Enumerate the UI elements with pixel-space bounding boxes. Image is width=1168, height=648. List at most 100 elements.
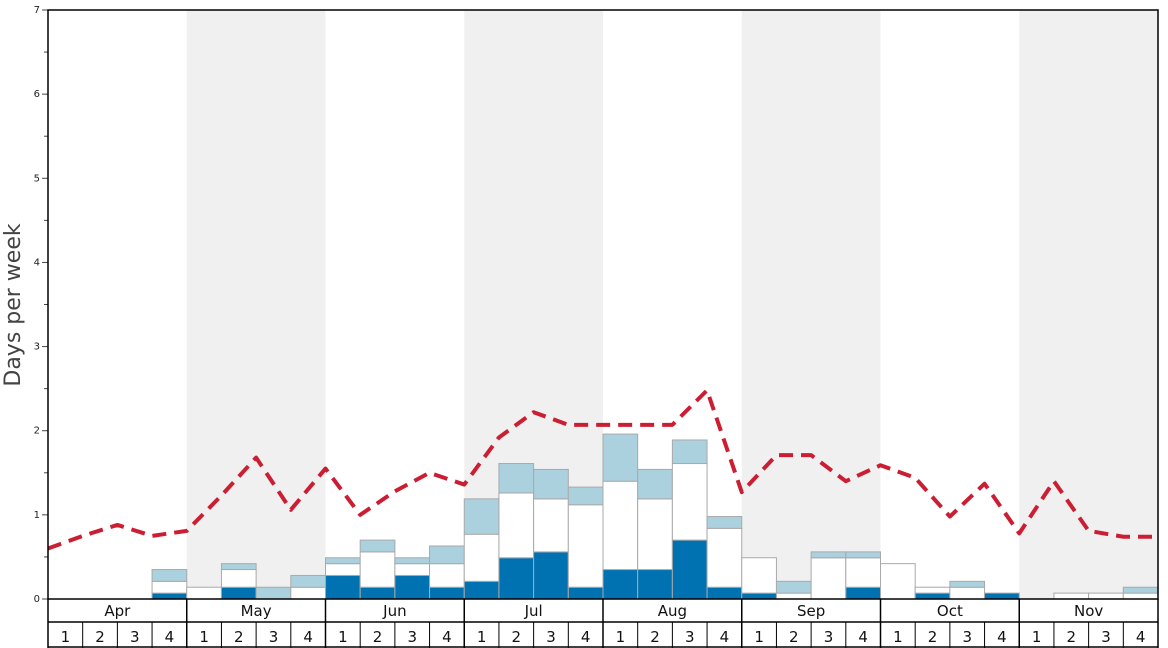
- y-tick-label: 1: [34, 510, 40, 521]
- bar-segment: [602, 480, 639, 571]
- month-shade-sep: [741, 10, 881, 599]
- bar-segment: [359, 586, 396, 600]
- y-axis-label: Days per week: [1, 223, 26, 386]
- bar-segment: [533, 551, 569, 600]
- bar-segment: [567, 586, 604, 600]
- bar-segment: [949, 580, 986, 588]
- bar-segment: [1053, 592, 1090, 600]
- y-tick-label: 6: [34, 89, 40, 100]
- week-label: 2: [234, 628, 244, 646]
- week-label: 4: [165, 628, 175, 646]
- x-axis: Apr May Jun Jul Aug Sep Oct Nov 1 2 3 4 1 2 3 4 1 2 3 4 1 2 3 4…: [47, 599, 1159, 648]
- average-line-path: [47, 388, 1158, 551]
- bar-segment: [671, 539, 708, 600]
- average-line: [47, 388, 1158, 551]
- week-label: 1: [754, 628, 764, 646]
- bar-segment: [706, 527, 743, 588]
- bar-segment: [463, 533, 500, 582]
- month-label: Oct: [937, 602, 963, 620]
- bar-segment: [637, 498, 673, 571]
- bar-segment: [567, 486, 604, 506]
- month-shading: [186, 10, 1158, 599]
- week-label: 2: [1067, 628, 1077, 646]
- bar-segment: [290, 586, 326, 600]
- bar-segment: [880, 563, 916, 600]
- bar-segment: [845, 551, 881, 559]
- y-tick-label: 3: [34, 342, 40, 353]
- bar-segment: [429, 545, 465, 565]
- bar-segment: [220, 569, 257, 588]
- bar-segment: [533, 468, 569, 500]
- week-label: 1: [61, 628, 71, 646]
- week-label: 3: [1101, 628, 1111, 646]
- bar-segment: [845, 586, 881, 600]
- week-label: 2: [95, 628, 105, 646]
- bar-segment: [741, 557, 777, 594]
- week-label: 4: [442, 628, 452, 646]
- week-label: 1: [338, 628, 348, 646]
- bar-segment: [914, 592, 951, 600]
- bar-segment: [671, 439, 708, 465]
- week-label: 4: [1136, 628, 1146, 646]
- y-tick-label: 2: [34, 426, 40, 437]
- bar-segment: [533, 498, 569, 553]
- bar-segment: [671, 463, 708, 541]
- bar-segment: [949, 586, 986, 600]
- bar-segment: [810, 551, 847, 559]
- bar-segment: [429, 563, 465, 588]
- week-label: 4: [581, 628, 591, 646]
- bar-segment: [775, 592, 812, 600]
- week-label: 2: [928, 628, 938, 646]
- bar-segment: [498, 492, 535, 559]
- bar-segment: [429, 586, 465, 600]
- week-label: 2: [789, 628, 799, 646]
- month-label: Aug: [658, 602, 687, 620]
- bar-segment: [1122, 592, 1159, 600]
- y-tick-label: 5: [34, 173, 40, 184]
- bar-segment: [845, 557, 881, 588]
- bar-segment: [567, 504, 604, 588]
- bar-segment: [498, 463, 535, 494]
- week-label: 3: [824, 628, 834, 646]
- bar-segment: [325, 574, 361, 600]
- bar-segment: [394, 574, 431, 600]
- bar-segment: [290, 574, 326, 588]
- bar-segment: [151, 580, 188, 594]
- bar-segment: [325, 563, 361, 576]
- week-label: 2: [650, 628, 660, 646]
- month-shade-may: [186, 10, 326, 599]
- week-label: 3: [130, 628, 140, 646]
- bar-segment: [637, 569, 673, 600]
- month-shade-nov: [1019, 10, 1158, 599]
- bar-segment: [394, 563, 431, 576]
- month-label: Jun: [382, 602, 406, 620]
- bar-segment: [151, 569, 188, 582]
- y-tick-label: 7: [34, 5, 40, 16]
- bar-segment: [775, 580, 812, 594]
- bar-segment: [359, 539, 396, 553]
- week-label: 2: [512, 628, 522, 646]
- bar-segment: [602, 433, 639, 482]
- bar-segment: [220, 563, 257, 571]
- bar-segment: [984, 592, 1020, 600]
- week-label: 3: [546, 628, 556, 646]
- month-label: Apr: [104, 602, 131, 620]
- y-axis: 0 1 2 3 4 5 6 7: [34, 5, 48, 605]
- week-label: 1: [616, 628, 626, 646]
- week-label: 4: [997, 628, 1007, 646]
- bar-segment: [637, 468, 673, 500]
- week-label: 4: [720, 628, 730, 646]
- week-label: 3: [962, 628, 972, 646]
- y-tick-label: 4: [34, 257, 40, 268]
- bar-segment: [186, 586, 222, 600]
- week-label: 4: [303, 628, 313, 646]
- bar-segment: [151, 592, 188, 600]
- y-tick-label: 0: [34, 594, 40, 605]
- week-label: 1: [477, 628, 487, 646]
- week-label: 1: [1032, 628, 1042, 646]
- week-label: 3: [685, 628, 695, 646]
- bar-segment: [810, 557, 847, 600]
- bars: [151, 433, 1159, 600]
- month-label: May: [241, 602, 272, 620]
